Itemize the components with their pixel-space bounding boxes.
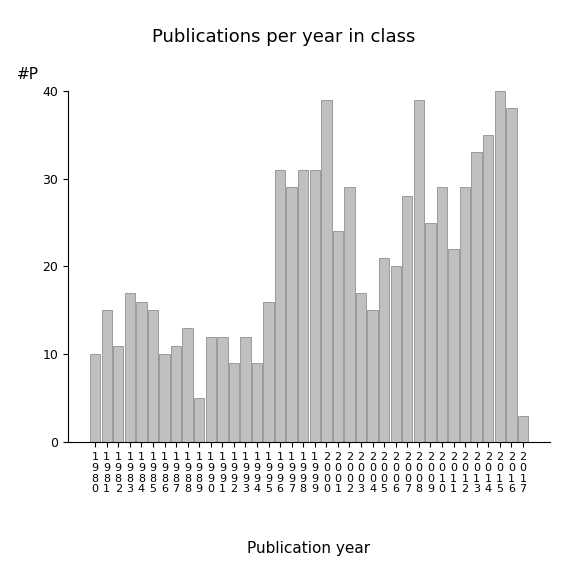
- Bar: [437, 187, 447, 442]
- Bar: [90, 354, 100, 442]
- Bar: [194, 398, 204, 442]
- Bar: [229, 363, 239, 442]
- Bar: [310, 170, 320, 442]
- Bar: [321, 100, 332, 442]
- Bar: [217, 337, 227, 442]
- Bar: [240, 337, 251, 442]
- Bar: [402, 196, 412, 442]
- Bar: [344, 187, 355, 442]
- Bar: [333, 231, 343, 442]
- Bar: [263, 302, 274, 442]
- Bar: [448, 249, 459, 442]
- Bar: [275, 170, 285, 442]
- Bar: [494, 91, 505, 442]
- Bar: [506, 108, 517, 442]
- Bar: [367, 311, 378, 442]
- Bar: [159, 354, 170, 442]
- Bar: [148, 311, 158, 442]
- Bar: [286, 187, 297, 442]
- Bar: [101, 311, 112, 442]
- Bar: [252, 363, 262, 442]
- Bar: [460, 187, 470, 442]
- Bar: [391, 266, 401, 442]
- Bar: [379, 257, 390, 442]
- Text: Publication year: Publication year: [247, 541, 371, 556]
- Bar: [206, 337, 216, 442]
- Text: #P: #P: [17, 67, 39, 82]
- Bar: [425, 223, 435, 442]
- Text: Publications per year in class: Publications per year in class: [152, 28, 415, 46]
- Bar: [518, 416, 528, 442]
- Bar: [125, 293, 135, 442]
- Bar: [414, 100, 424, 442]
- Bar: [183, 328, 193, 442]
- Bar: [171, 346, 181, 442]
- Bar: [483, 135, 493, 442]
- Bar: [356, 293, 366, 442]
- Bar: [136, 302, 147, 442]
- Bar: [471, 153, 482, 442]
- Bar: [298, 170, 308, 442]
- Bar: [113, 346, 124, 442]
